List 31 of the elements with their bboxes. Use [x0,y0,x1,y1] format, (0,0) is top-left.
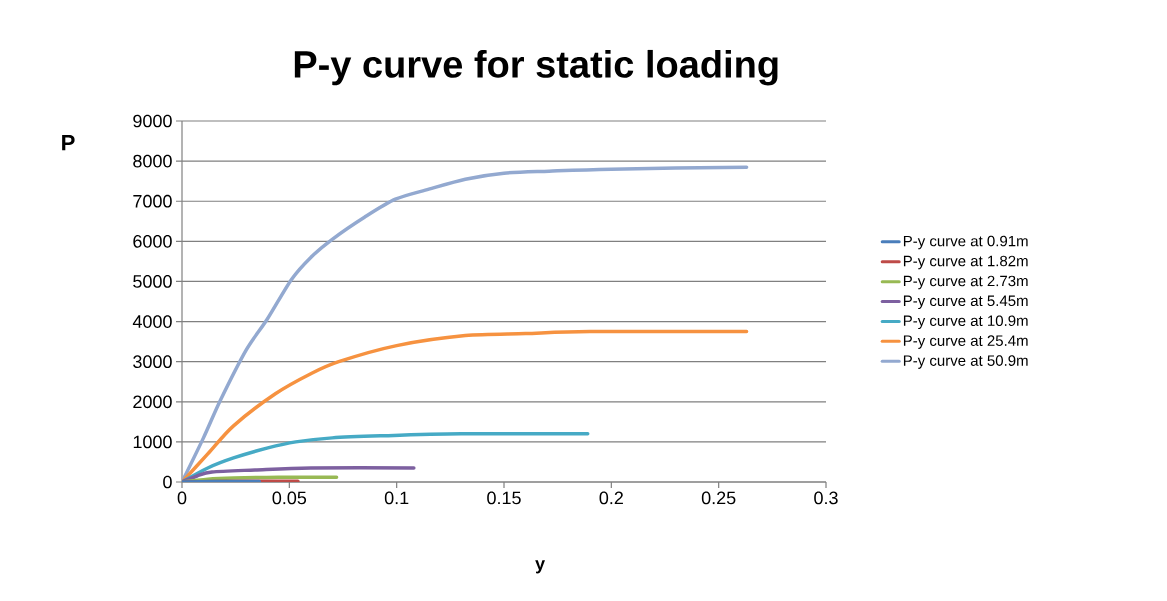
legend-label: P-y curve at 1.82m [903,255,1028,270]
legend-label: P-y curve at 5.45m [903,295,1028,310]
x-tick-label: 0.2 [599,491,623,505]
x-tick-label: 0.15 [487,491,521,505]
y-tick-label: 4000 [132,315,172,328]
x-axis-title: y [535,560,545,574]
line-series [182,165,749,482]
legend-label: P-y curve at 50.9m [903,355,1028,369]
y-tick-label: 3000 [133,355,172,369]
y-tick-label: 1000 [133,435,172,449]
y-tick-label: 2000 [133,395,172,409]
x-tick-label: 0.25 [701,491,736,505]
chart-title: P-y curve for static loading [294,49,778,86]
y-tick-label: 7000 [133,194,172,208]
legend-label: P-y curve at 25.4m [903,335,1028,349]
y-axis-title: P [62,135,75,151]
legend-label: P-y curve at 10.9m [903,315,1028,329]
y-tick-label: 6000 [133,234,172,248]
y-tick-label: 8000 [133,154,172,168]
y-tick-label: 9000 [133,114,172,128]
line-series [182,466,416,482]
legend-label: P-y curve at 2.73m [903,275,1028,290]
x-tick-label: 0.3 [814,491,838,505]
x-tick-label: 0.1 [384,491,409,505]
y-tick-label: 0 [163,475,172,489]
x-tick-label: 0.05 [272,491,307,505]
legend-label: P-y curve at 0.91m [903,235,1028,250]
y-tick-label: 5000 [133,275,172,288]
line-series [182,431,590,482]
x-tick-label: 0 [177,491,187,505]
line-series [182,329,749,482]
